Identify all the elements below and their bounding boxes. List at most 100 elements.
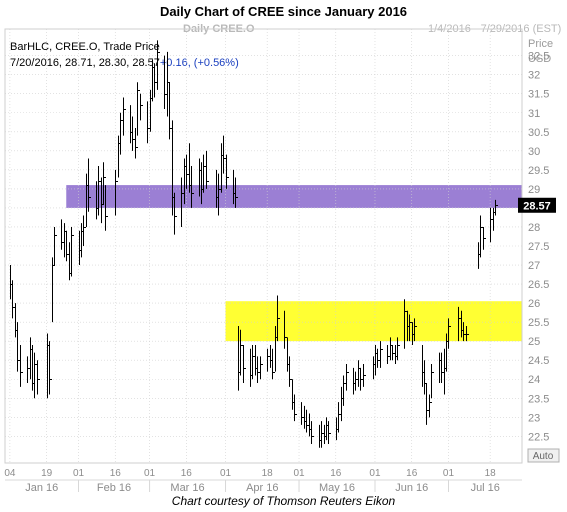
y-tick-label: 31.5 (528, 89, 549, 101)
price-bar (101, 177, 104, 224)
price-bar (132, 116, 135, 151)
x-tick-label: 16 (110, 468, 122, 479)
price-bar (257, 356, 260, 384)
price-bar (191, 166, 194, 208)
y-tick-label: 32.5 (528, 51, 549, 63)
y-tick-label: 23.5 (528, 393, 549, 405)
x-axis: 04 19 01 16 01 16 01 18 01 16 01 16 01 18 Jan 16 Feb 16… (4, 468, 522, 494)
price-bar (83, 215, 86, 246)
price-bar (218, 173, 221, 216)
price-bar (27, 356, 30, 384)
price-bar (328, 421, 331, 444)
price-bar (243, 344, 246, 384)
y-tick-label: 22.5 (528, 431, 549, 443)
price-bar (495, 199, 498, 216)
price-bar (306, 409, 309, 433)
price-bar (226, 154, 229, 189)
chart-title: Daily Chart of CREE since January 2016 (159, 4, 408, 19)
price-bar (164, 55, 167, 109)
price-bar (397, 337, 400, 361)
price-bar (343, 375, 346, 406)
y-tick-label: 26 (528, 298, 540, 310)
x-tick-label: 04 (4, 468, 16, 479)
price-bar (66, 230, 69, 262)
price-bar (37, 360, 40, 395)
resistance-band (66, 185, 522, 208)
x-tick-label: 01 (369, 468, 381, 479)
price-bar (115, 169, 118, 216)
y-tick-label: 25 (528, 336, 540, 348)
price-bar (448, 318, 451, 349)
price-bar (466, 325, 469, 342)
y-tick-label: 32 (528, 70, 540, 82)
price-bar (105, 185, 108, 231)
price-bar (431, 364, 434, 399)
month-label: Mar 16 (170, 482, 204, 494)
y-tick-label: 23 (528, 412, 540, 424)
price-bar (380, 341, 383, 368)
x-tick-label: 16 (330, 468, 342, 479)
x-tick-label: 01 (144, 468, 156, 479)
price-bar (311, 421, 314, 444)
price-bar (88, 158, 91, 212)
legend-ohlc: 7/20/2016, 28.71, 28.30, 28.57 (10, 57, 160, 69)
auto-scale-toggle[interactable]: Auto (527, 448, 560, 463)
price-bar (321, 421, 324, 448)
price-bar (346, 364, 349, 391)
price-bar (169, 82, 172, 140)
price-bar (181, 177, 184, 227)
price-bar (441, 352, 444, 384)
price-bar (426, 383, 429, 425)
price-bar (34, 352, 37, 399)
support-band (225, 301, 522, 342)
price-bar (490, 207, 493, 243)
price-bar (294, 394, 297, 422)
price-bar (223, 135, 226, 174)
month-label: Apr 16 (246, 482, 278, 494)
price-bar (483, 226, 486, 250)
bands-layer (66, 185, 522, 342)
price-bar (61, 219, 64, 250)
price-bar (240, 329, 243, 376)
price-bar (355, 371, 358, 391)
price-bar (277, 295, 280, 342)
price-bar (103, 162, 106, 205)
bars-layer (10, 40, 498, 448)
price-bar (54, 226, 57, 266)
auto-label: Auto (533, 451, 554, 462)
price-bar (267, 348, 270, 372)
price-bar (260, 356, 263, 380)
y-tick-label: 27.5 (528, 241, 549, 253)
price-bar (377, 348, 380, 368)
price-bar (123, 97, 126, 136)
price-bar (414, 318, 417, 342)
price-bar (20, 344, 23, 387)
price-bar (463, 322, 466, 342)
x-tick-label: 16 (181, 468, 193, 479)
price-bar (137, 82, 140, 136)
price-bar (338, 402, 341, 433)
price-bar (98, 166, 101, 216)
month-label: Jun 16 (395, 482, 428, 494)
x-tick-label: 18 (485, 468, 497, 479)
price-bar (203, 154, 206, 193)
price-bar (284, 310, 287, 349)
price-bar (140, 93, 143, 121)
auto-button[interactable] (527, 448, 560, 463)
x-tick-label: 19 (41, 468, 53, 479)
y-tick-label: 29 (528, 184, 540, 196)
price-bar (363, 364, 366, 387)
price-bar (12, 280, 15, 319)
price-bar (206, 150, 209, 189)
y-tick-label: 30.5 (528, 127, 549, 139)
price-bar (252, 344, 255, 380)
y-tick-label: 24.5 (528, 355, 549, 367)
price-bar (157, 40, 160, 90)
y-tick-label: 26.5 (528, 279, 549, 291)
last-price-box (518, 197, 556, 213)
price-bar (186, 154, 189, 189)
x-tick-label: 01 (73, 468, 85, 479)
chart-credit: Chart courtesy of Thomson Reuters Eikon (171, 494, 396, 508)
x-tick-label: 16 (406, 468, 418, 479)
